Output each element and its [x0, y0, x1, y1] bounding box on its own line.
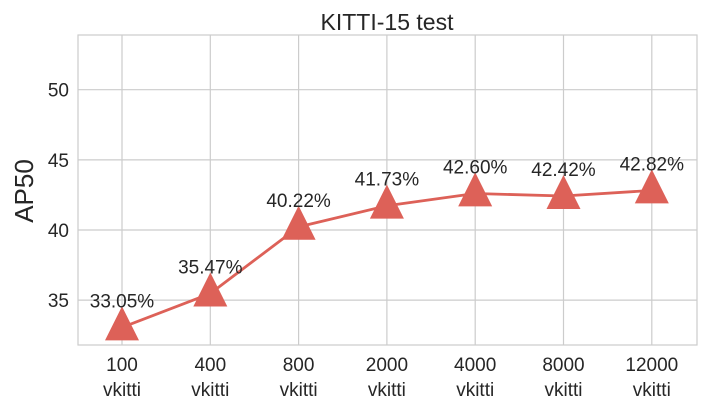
plot-frame [77, 34, 698, 346]
data-label: 35.47% [178, 258, 243, 279]
triangle-marker [193, 272, 228, 307]
x-tick-label: 4000 vkitti [454, 355, 496, 401]
triangle-marker [369, 184, 404, 219]
x-tick-label: 12000 vkitti [625, 355, 678, 401]
y-tick-label: 50 [48, 81, 69, 102]
x-tick-label: 100 vkitti [103, 355, 141, 401]
y-tick-label: 40 [48, 221, 69, 242]
plot-area: 35 40 45 50 100 vkitti 400 vkitti 800 vkitti 2000 v… [48, 34, 698, 401]
data-label: 42.42% [531, 160, 596, 181]
triangle-marker [458, 172, 493, 207]
data-label: 42.82% [620, 154, 685, 175]
y-tick-label: 35 [48, 291, 69, 312]
triangle-marker [634, 169, 669, 204]
data-label: 33.05% [90, 291, 155, 312]
triangle-marker [546, 174, 581, 209]
x-tick-label: 800 vkitti [280, 355, 318, 401]
x-tick-label: 8000 vkitti [542, 355, 584, 401]
x-tick-label: 400 vkitti [191, 355, 229, 401]
x-tick-label: 2000 vkitti [366, 355, 408, 401]
data-label: 41.73% [355, 170, 420, 191]
triangle-marker [105, 306, 139, 341]
y-axis-label: AP50 [9, 159, 39, 223]
triangle-marker [281, 205, 316, 240]
y-tick-label: 45 [48, 151, 69, 172]
data-label: 40.22% [266, 191, 331, 212]
chart-title: KITTI-15 test [321, 9, 455, 35]
data-label: 42.60% [443, 158, 508, 179]
